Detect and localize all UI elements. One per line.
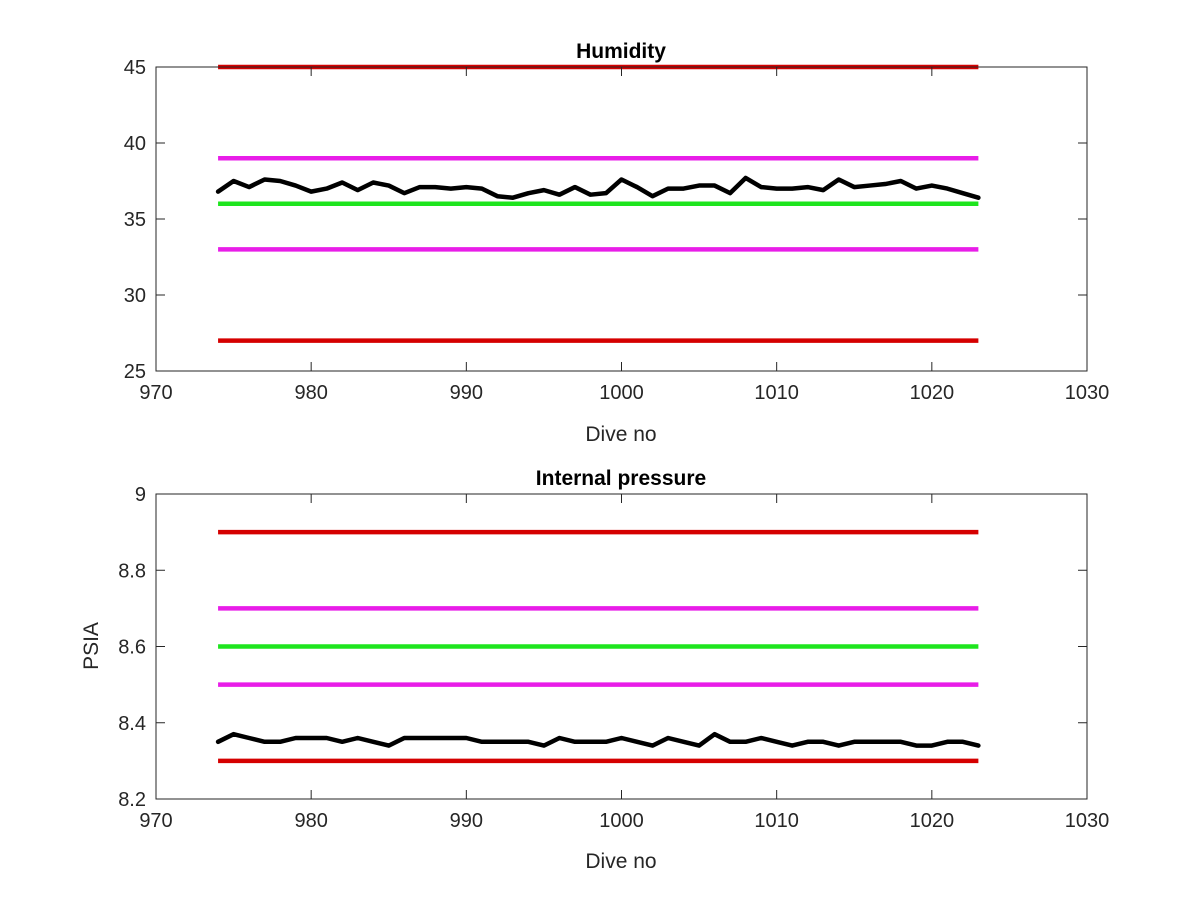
pressure-x-ticks: 970 980 990 1000 1010 1020 1030: [139, 494, 1109, 832]
pressure-y-tick-label: 8.4: [118, 713, 146, 735]
humidity-x-tick-label: 980: [294, 382, 327, 404]
humidity-x-tick-label: 970: [139, 382, 172, 404]
humidity-y-tick-label: 30: [124, 285, 146, 307]
humidity-plot-area: [156, 67, 1087, 371]
humidity-x-axis-label: Dive no: [585, 423, 656, 446]
pressure-y-tick-label: 8.8: [118, 560, 146, 582]
humidity-y-tick-label: 40: [124, 133, 146, 155]
humidity-series-line-0: [215, 175, 981, 200]
internal-pressure-subplot: 970 980 990 1000 1010 1020 1030 8.28.48.68.89 …: [80, 467, 1109, 873]
humidity-x-tick-label: 1000: [599, 382, 644, 404]
humidity-x-ticks: 970 980 990 1000 1010 1020 1030: [139, 67, 1109, 404]
humidity-series-group: [215, 175, 981, 200]
pressure-y-tick-label: 8.2: [118, 789, 146, 811]
humidity-x-tick-label: 990: [450, 382, 483, 404]
humidity-x-tick-label: 1010: [754, 382, 799, 404]
humidity-y-ticks: 25 30 35 40 45: [124, 57, 1087, 383]
humidity-y-tick-label: 25: [124, 361, 146, 383]
pressure-x-tick-label: 990: [450, 810, 483, 832]
pressure-x-tick-label: 970: [139, 810, 172, 832]
pressure-x-tick-label: 1010: [754, 810, 799, 832]
pressure-y-tick-label: 9: [135, 484, 146, 506]
humidity-y-tick-label: 35: [124, 209, 146, 231]
humidity-chart-title: Humidity: [576, 40, 666, 63]
humidity-subplot: 970 980 990 1000 1010 1020 1030 25 30 35 40 45 Hum…: [124, 40, 1110, 446]
pressure-series-line-0: [215, 731, 981, 748]
pressure-y-ticks: 8.2 8.4 8.6 8.8 9: [118, 484, 1087, 811]
humidity-x-tick-label: 1020: [910, 382, 955, 404]
pressure-reference-lines: [218, 529, 979, 764]
humidity-x-tick-label: 1030: [1065, 382, 1110, 404]
pressure-y-axis-label: PSIA: [80, 622, 103, 670]
pressure-x-tick-label: 1020: [910, 810, 955, 832]
pressure-x-tick-label: 1000: [599, 810, 644, 832]
pressure-x-axis-label: Dive no: [585, 850, 656, 873]
pressure-chart-title: Internal pressure: [536, 467, 706, 490]
humidity-y-tick-label: 45: [124, 57, 146, 79]
pressure-x-tick-label: 1030: [1065, 810, 1110, 832]
pressure-x-tick-label: 980: [294, 810, 327, 832]
pressure-y-tick-label: 8.6: [118, 637, 146, 659]
pressure-series-group: [215, 731, 981, 748]
